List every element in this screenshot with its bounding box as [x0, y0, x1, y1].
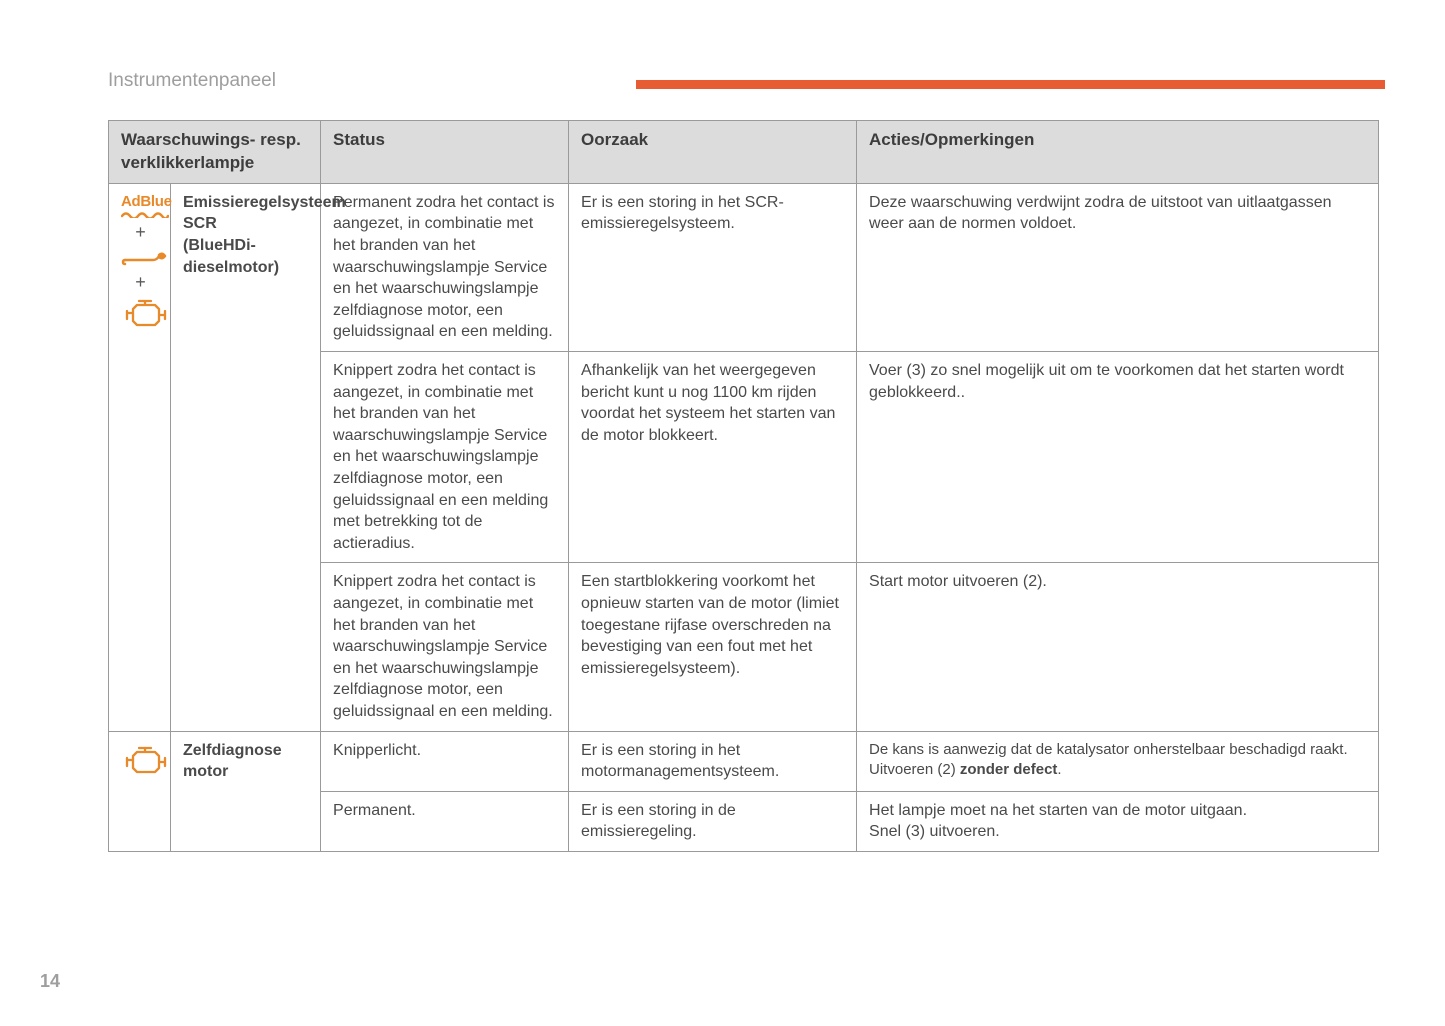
- col-header-lamp: Waarschuwings- resp. verklikkerlampje: [109, 121, 321, 184]
- wrench-icon: [121, 246, 169, 268]
- icon-cell-engine: [109, 731, 171, 851]
- engine-icon: [121, 297, 169, 331]
- page-number: 14: [40, 971, 60, 992]
- action-text-pre: De kans is aanwezig dat de katalysator o…: [869, 741, 1348, 778]
- action-cell: Deze waarschuwing verdwijnt zodra de uit…: [857, 183, 1379, 351]
- engine-icon: [121, 744, 169, 778]
- plus-icon: +: [121, 270, 160, 294]
- table-header-row: Waarschuwings- resp. verklikkerlampje St…: [109, 121, 1379, 184]
- status-cell: Permanent zodra het contact is aangezet,…: [321, 183, 569, 351]
- table-row: AdBlue + + Emissieregelsysteem: [109, 183, 1379, 351]
- label-cell-engine: Zelfdiagnose motor: [171, 731, 321, 851]
- action-cell: Het lampje moet na het starten van de mo…: [857, 791, 1379, 851]
- page-header: Instrumentenpaneel: [108, 70, 1385, 92]
- action-cell: De kans is aanwezig dat de katalysator o…: [857, 731, 1379, 791]
- col-header-status: Status: [321, 121, 569, 184]
- scr-label-l1: Emissieregelsysteem: [183, 194, 346, 211]
- plus-icon: +: [121, 220, 160, 244]
- status-cell: Permanent.: [321, 791, 569, 851]
- action-text-post: .: [1057, 761, 1061, 778]
- cause-cell: Er is een storing in het motormanagement…: [569, 731, 857, 791]
- label-cell-scr: Emissieregelsysteem SCR (BlueHDi- diesel…: [171, 183, 321, 731]
- cause-cell: Er is een storing in het SCR-emissierege…: [569, 183, 857, 351]
- scr-label-l3: (BlueHDi-: [183, 237, 256, 254]
- warning-lamps-table: Waarschuwings- resp. verklikkerlampje St…: [108, 120, 1379, 852]
- status-cell: Knipperlicht.: [321, 731, 569, 791]
- cause-cell: Afhankelijk van het weergegeven bericht …: [569, 352, 857, 563]
- status-cell: Knippert zodra het contact is aangezet, …: [321, 352, 569, 563]
- adblue-icon: AdBlue: [121, 192, 160, 212]
- action-cell: Start motor uitvoeren (2).: [857, 563, 1379, 731]
- document-page: Instrumentenpaneel Waarschuwings- resp. …: [0, 0, 1445, 1026]
- col-header-actions: Acties/Opmerkingen: [857, 121, 1379, 184]
- scr-label-l2: SCR: [183, 215, 217, 232]
- cause-cell: Er is een storing in de emissieregeling.: [569, 791, 857, 851]
- status-cell: Knippert zodra het contact is aangezet, …: [321, 563, 569, 731]
- cause-cell: Een startblokkering voorkomt het opnieuw…: [569, 563, 857, 731]
- section-title: Instrumentenpaneel: [108, 70, 276, 92]
- engine-label-l2: motor: [183, 763, 228, 780]
- accent-bar: [636, 80, 1385, 89]
- engine-label-l1: Zelfdiagnose: [183, 742, 282, 759]
- scr-label-l4: dieselmotor): [183, 259, 279, 276]
- col-header-cause: Oorzaak: [569, 121, 857, 184]
- action-cell: Voer (3) zo snel mogelijk uit om te voor…: [857, 352, 1379, 563]
- table-row: Zelfdiagnose motor Knipperlicht. Er is e…: [109, 731, 1379, 791]
- icon-cell-scr: AdBlue + +: [109, 183, 171, 731]
- action-text-bold: zonder defect: [960, 761, 1058, 778]
